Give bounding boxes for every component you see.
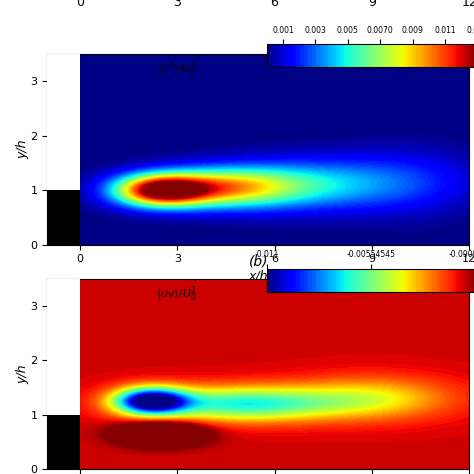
- Text: $\langle v^2 \rangle/U_0^2$: $\langle v^2 \rangle/U_0^2$: [157, 60, 197, 79]
- Text: (a): (a): [249, 66, 268, 80]
- Text: $\langle uv \rangle/U_0^2$: $\langle uv \rangle/U_0^2$: [156, 284, 197, 304]
- Bar: [47, 415, 80, 469]
- Bar: [47, 190, 80, 245]
- X-axis label: x/h: x/h: [248, 270, 268, 283]
- Y-axis label: y/h: y/h: [16, 364, 29, 383]
- Bar: [47, 54, 80, 190]
- Bar: [47, 279, 80, 415]
- Text: (b): (b): [248, 255, 268, 269]
- Y-axis label: y/h: y/h: [16, 140, 29, 159]
